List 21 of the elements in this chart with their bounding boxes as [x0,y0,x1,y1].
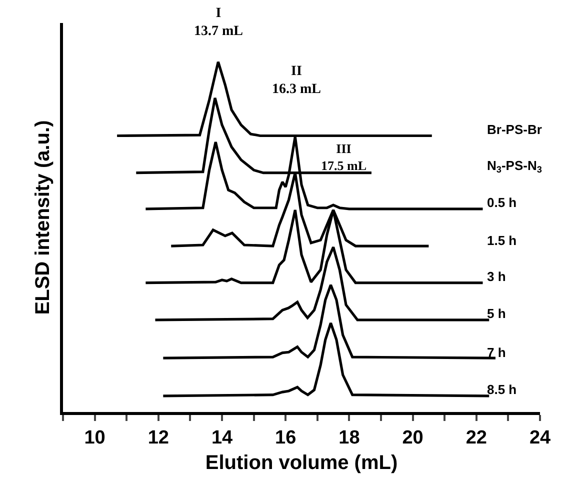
series-label: 3 h [487,269,506,284]
x-tick-label: 18 [338,428,360,449]
x-tick-label: 16 [275,428,296,449]
x-axis-title: Elution volume (mL) [205,452,398,474]
text: Br-PS-Br [487,122,542,137]
annotation: II 16.3 mL [272,64,321,98]
text: I 13.7 mL [194,6,243,40]
series-label: 7 h [487,345,506,360]
annotation: III 17.5 mL [321,141,367,173]
series-label: 0.5 h [487,195,517,210]
x-tick-label: 10 [84,428,106,449]
series-label: 8.5 h [487,382,517,397]
text: N$_{3}$-PS-N$_{3}$ [487,158,542,175]
x-tick-label: 20 [402,428,424,449]
y-axis-title: ELSD intensity (a.u.) [32,120,54,315]
text: 1.5 h [487,233,517,248]
x-tick-label: 12 [148,428,169,449]
series-label: 5 h [487,306,506,321]
x-tick-label: 24 [529,428,551,449]
x-tick-label: 14 [211,428,233,449]
x-tick-label: 22 [466,428,487,449]
